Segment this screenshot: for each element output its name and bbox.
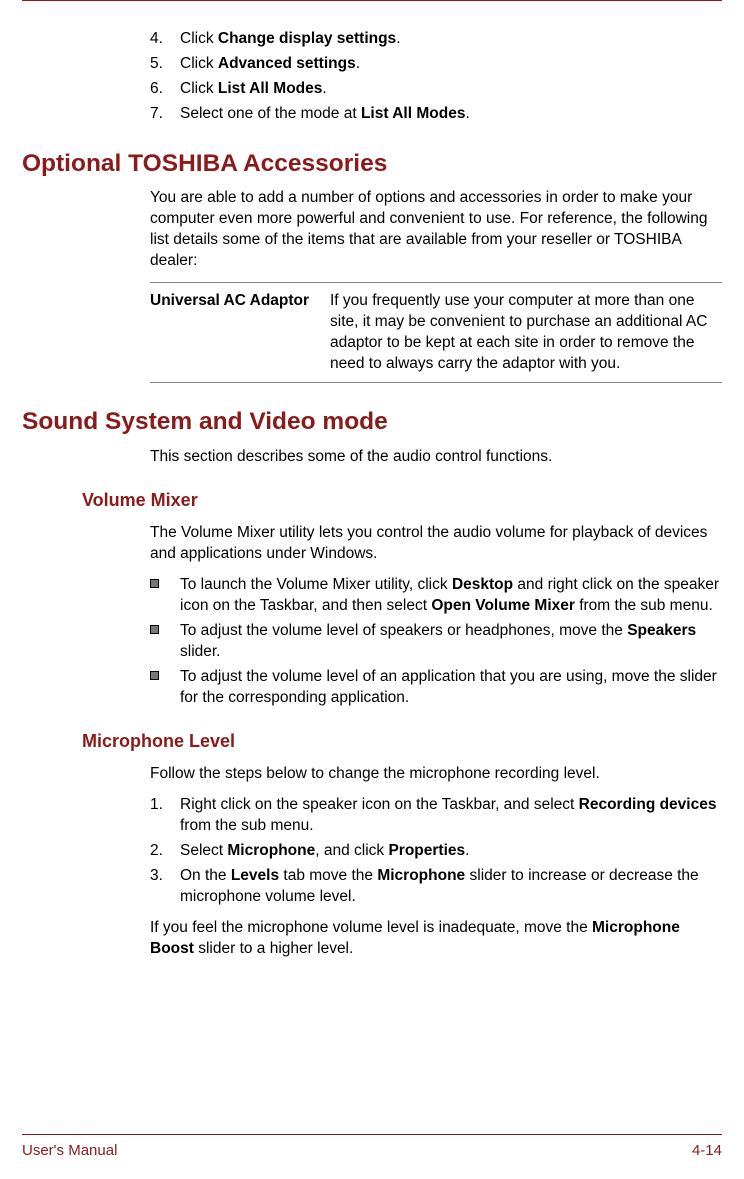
step-text: Select one of the mode at List All Modes…: [180, 104, 722, 125]
list-item: 6. Click List All Modes.: [150, 79, 722, 100]
microphone-outro: If you feel the microphone volume level …: [150, 918, 722, 960]
subheading-volume-mixer: Volume Mixer: [82, 490, 722, 512]
bullet-text: To launch the Volume Mixer utility, clic…: [180, 575, 722, 617]
footer-right: 4-14: [692, 1141, 722, 1161]
list-item: 7. Select one of the mode at List All Mo…: [150, 104, 722, 125]
bullet-text: To adjust the volume level of speakers o…: [180, 621, 722, 663]
accessory-name: Universal AC Adaptor: [150, 282, 330, 383]
step-number: 2.: [150, 841, 180, 862]
list-item: To adjust the volume level of speakers o…: [150, 621, 722, 663]
step-number: 1.: [150, 795, 180, 837]
table-row: Universal AC Adaptor If you frequently u…: [150, 282, 722, 383]
accessory-desc: If you frequently use your computer at m…: [330, 282, 722, 383]
page-footer: User's Manual 4-14: [22, 1134, 722, 1161]
page-content: 4. Click Change display settings. 5. Cli…: [0, 1, 744, 960]
step-text: Right click on the speaker icon on the T…: [180, 795, 722, 837]
accessories-table: Universal AC Adaptor If you frequently u…: [150, 282, 722, 384]
step-number: 3.: [150, 866, 180, 908]
list-item: To adjust the volume level of an applica…: [150, 667, 722, 709]
continued-ordered-list: 4. Click Change display settings. 5. Cli…: [22, 29, 722, 125]
step-number: 6.: [150, 79, 180, 100]
step-text: Click Advanced settings.: [180, 54, 722, 75]
step-text: On the Levels tab move the Microphone sl…: [180, 866, 722, 908]
list-item: 1. Right click on the speaker icon on th…: [150, 795, 722, 837]
bullet-text: To adjust the volume level of an applica…: [180, 667, 722, 709]
accessories-intro: You are able to add a number of options …: [150, 188, 722, 272]
volume-mixer-bullets: To launch the Volume Mixer utility, clic…: [150, 575, 722, 709]
list-item: 2. Select Microphone, and click Properti…: [150, 841, 722, 862]
volume-mixer-intro: The Volume Mixer utility lets you contro…: [150, 523, 722, 565]
list-item: 5. Click Advanced settings.: [150, 54, 722, 75]
step-text: Click Change display settings.: [180, 29, 722, 50]
bullet-icon: [150, 621, 180, 663]
step-number: 4.: [150, 29, 180, 50]
step-number: 5.: [150, 54, 180, 75]
bullet-icon: [150, 667, 180, 709]
step-text: Click List All Modes.: [180, 79, 722, 100]
list-item: To launch the Volume Mixer utility, clic…: [150, 575, 722, 617]
section-heading-sound: Sound System and Video mode: [22, 407, 722, 436]
step-text: Select Microphone, and click Properties.: [180, 841, 722, 862]
subheading-microphone-level: Microphone Level: [82, 731, 722, 753]
list-item: 4. Click Change display settings.: [150, 29, 722, 50]
footer-left: User's Manual: [22, 1141, 117, 1161]
section-heading-accessories: Optional TOSHIBA Accessories: [22, 149, 722, 178]
microphone-steps: 1. Right click on the speaker icon on th…: [22, 795, 722, 908]
list-item: 3. On the Levels tab move the Microphone…: [150, 866, 722, 908]
microphone-intro: Follow the steps below to change the mic…: [150, 764, 722, 785]
sound-intro: This section describes some of the audio…: [150, 447, 722, 468]
step-number: 7.: [150, 104, 180, 125]
bullet-icon: [150, 575, 180, 617]
